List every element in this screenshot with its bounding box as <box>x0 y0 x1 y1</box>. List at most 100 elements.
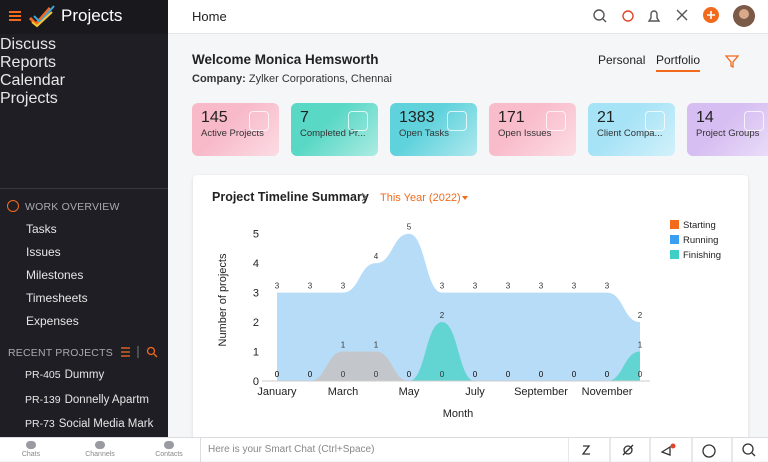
data-label: 3 <box>275 282 280 291</box>
data-label: 0 <box>341 370 346 379</box>
smart-chat-input[interactable]: Here is your Smart Chat (Ctrl+Space) <box>208 444 375 455</box>
filter-icon[interactable] <box>725 54 739 68</box>
work-item[interactable]: Milestones <box>26 268 84 282</box>
legend-label: Running <box>683 235 718 246</box>
company-label: Company: <box>192 73 246 85</box>
card-icon <box>348 111 368 131</box>
data-label: 0 <box>506 370 511 379</box>
stat-label: Completed Pr... <box>300 128 366 139</box>
y-tick-label: 0 <box>253 376 259 388</box>
nav-item[interactable]: Calendar <box>0 72 168 90</box>
data-label: 2 <box>440 311 445 320</box>
x-tick-label: May <box>399 386 420 398</box>
bottom-label[interactable]: Channels <box>85 451 115 458</box>
data-label: 0 <box>605 370 610 379</box>
work-item[interactable]: Timesheets <box>26 291 88 305</box>
chevron[interactable] <box>361 192 367 202</box>
data-label: 1 <box>341 341 346 350</box>
chart-filter[interactable]: This Year (2022) <box>380 192 461 204</box>
data-label: 2 <box>638 311 643 320</box>
logo <box>28 5 55 28</box>
divider <box>0 188 168 189</box>
project-name: Social Media Mark <box>58 418 154 430</box>
data-label: 3 <box>473 282 478 291</box>
nav-item[interactable]: Reports <box>0 54 168 72</box>
y-tick-label: 3 <box>253 288 259 300</box>
work-item[interactable]: Expenses <box>26 314 79 328</box>
filter-caret[interactable] <box>462 196 468 200</box>
nav-item[interactable]: Discuss <box>0 36 168 54</box>
project-name: Donnelly Apartm <box>64 393 149 406</box>
data-label: 1 <box>374 341 379 350</box>
section-icon <box>7 200 19 212</box>
bottom-label[interactable]: Chats <box>21 451 41 458</box>
data-label: 4 <box>374 252 379 261</box>
recent-project[interactable]: PR-73 Social Media Mark <box>25 418 153 430</box>
recent-project[interactable]: PR-405 Dummy <box>25 369 104 381</box>
tab-active[interactable]: Portfolio <box>656 53 701 72</box>
data-label: 0 <box>308 370 313 379</box>
data-label: 0 <box>275 370 280 379</box>
chart: Project Timeline Summary This Year (2022… <box>212 190 721 420</box>
data-label: 0 <box>275 370 280 379</box>
stat-label: Open Issues <box>498 128 552 139</box>
stat-value: 7 <box>300 109 309 126</box>
company-line: Company: Zylker Corporations, Chennai <box>192 73 392 85</box>
nav-item[interactable]: Projects <box>0 90 168 108</box>
data-label: 0 <box>539 370 544 379</box>
stat-label: Client Compa... <box>597 128 663 139</box>
stat-card[interactable]: 7 Completed Pr... <box>291 103 378 156</box>
work-item[interactable]: Issues <box>26 245 61 259</box>
stat-value: 145 <box>201 109 228 126</box>
stat-value: 171 <box>498 109 525 126</box>
header-icons[interactable] <box>588 5 768 31</box>
legend-label: Starting <box>683 220 716 231</box>
recent-project[interactable]: PR-139 Donnelly Apartm <box>25 394 149 406</box>
bottom-icons[interactable] <box>568 438 768 462</box>
card-icon <box>645 111 665 131</box>
data-label: 0 <box>407 370 412 379</box>
sidebar: Projects HomeFeedDiscussReportsCalendarP… <box>0 0 168 437</box>
data-label: 0 <box>374 370 379 379</box>
app-name: Projects <box>61 6 123 25</box>
stat-card[interactable]: 14 Project Groups <box>687 103 768 156</box>
bottom-icon[interactable] <box>26 441 36 449</box>
nav-label: Discuss <box>0 36 57 53</box>
stat-card[interactable]: 171 Open Issues <box>489 103 576 156</box>
recent-tools[interactable] <box>120 346 160 358</box>
area <box>277 351 640 381</box>
data-label: 3 <box>572 282 577 291</box>
y-tick-label: 4 <box>253 258 259 270</box>
stat-card[interactable]: 145 Active Projects <box>192 103 279 156</box>
page-title: Home <box>192 9 227 24</box>
card-icon <box>546 111 566 131</box>
stat-card[interactable]: 21 Client Compa... <box>588 103 675 156</box>
data-label: 0 <box>407 370 412 379</box>
work-item[interactable]: Tasks <box>26 222 57 236</box>
menu-icon[interactable] <box>8 9 22 23</box>
x-tick-label: March <box>328 386 359 398</box>
stat-card[interactable]: 1383 Open Tasks <box>390 103 477 156</box>
data-label: 0 <box>473 370 478 379</box>
x-tick-label: November <box>582 386 633 398</box>
bottom-icon[interactable] <box>164 441 174 449</box>
bottom-label[interactable]: Contacts <box>155 451 183 458</box>
data-label: 1 <box>638 341 643 350</box>
data-label: 0 <box>473 370 478 379</box>
data-label: 3 <box>605 282 610 291</box>
data-label: 0 <box>440 370 445 379</box>
data-label: 3 <box>539 282 544 291</box>
stat-value: 21 <box>597 109 615 126</box>
legend-swatch <box>670 250 679 259</box>
data-label: 0 <box>572 370 577 379</box>
card-icon <box>744 111 764 131</box>
project-id: PR-73 <box>25 418 55 430</box>
project-id: PR-405 <box>25 369 61 381</box>
stat-value: 14 <box>696 109 714 126</box>
legend-label: Finishing <box>683 250 721 261</box>
tab[interactable]: Personal <box>598 53 646 67</box>
stat-label: Open Tasks <box>399 128 449 139</box>
x-tick-label: January <box>257 386 297 398</box>
bottom-icon[interactable] <box>95 441 105 449</box>
